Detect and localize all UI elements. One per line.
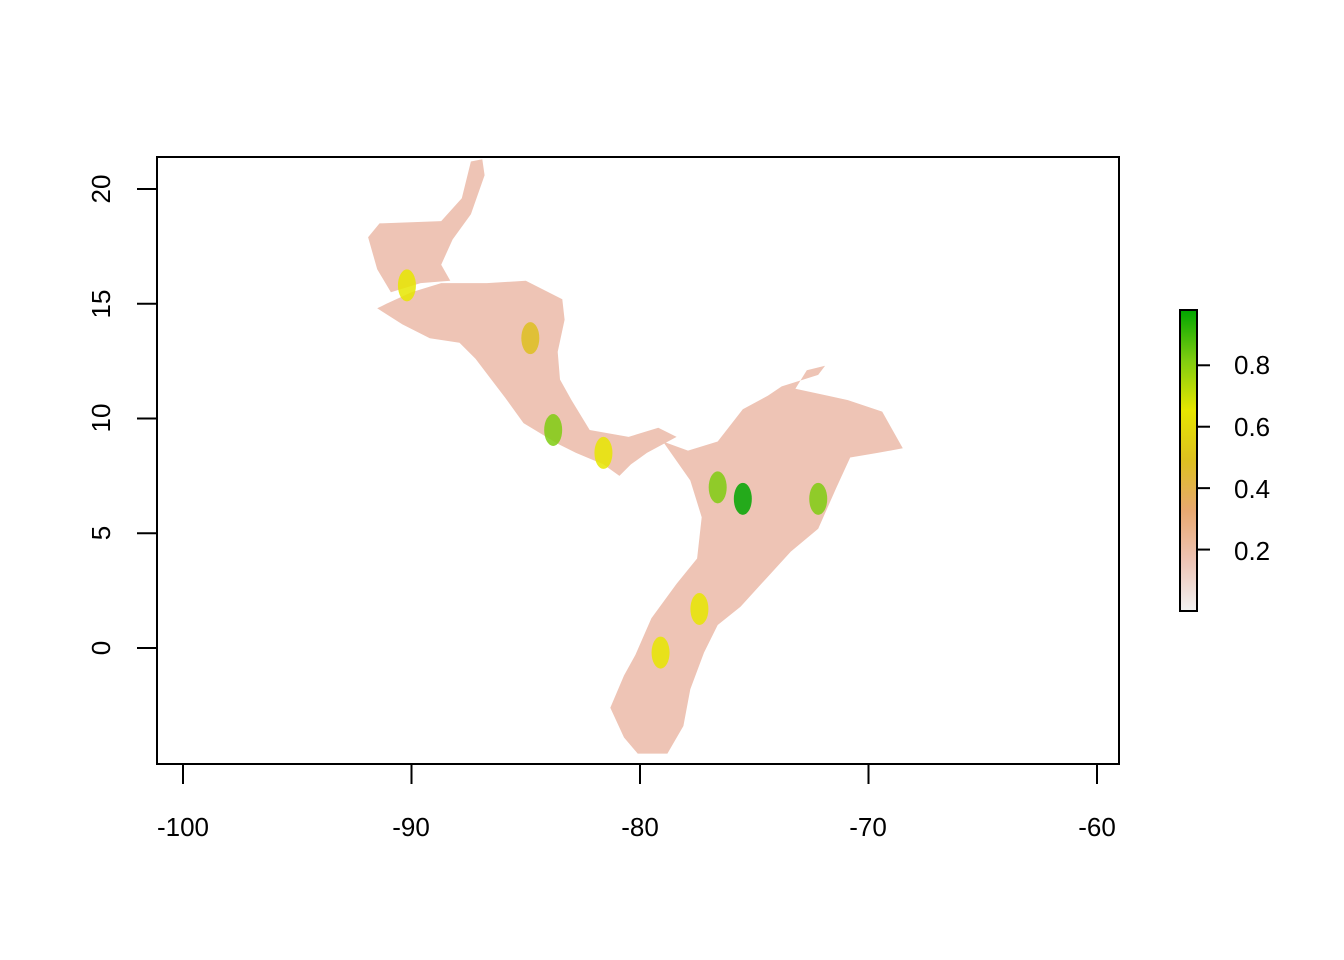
- x-axis: -100 -90 -80 -70 -60: [157, 763, 1116, 842]
- legend-tick-label: 0.8: [1234, 350, 1270, 380]
- legend-tick-label: 0.6: [1234, 412, 1270, 442]
- x-tick-label: -100: [157, 812, 209, 842]
- x-axis-ticks: [182, 764, 1098, 784]
- y-tick-label: 5: [86, 526, 116, 540]
- y-tick-label: 15: [86, 290, 116, 319]
- y-tick-label: 20: [86, 175, 116, 204]
- y-tick-label: 0: [86, 641, 116, 655]
- legend-ticks: [1197, 364, 1210, 551]
- y-axis-ticks: [137, 188, 157, 649]
- x-tick-label: -90: [392, 812, 430, 842]
- legend-color-bar: [1179, 309, 1198, 612]
- legend-tick-label: 0.2: [1234, 536, 1270, 566]
- x-tick-label: -60: [1078, 812, 1116, 842]
- x-tick-label: -70: [849, 812, 887, 842]
- hotspot-colombia-central-cordillera: [733, 482, 752, 515]
- hotspot-colombia-eastern-cordillera: [809, 482, 828, 515]
- y-tick-label: 10: [86, 404, 116, 433]
- hotspot-panama-west: [594, 436, 613, 469]
- hotspot-costa-rica-cordillera: [544, 413, 563, 446]
- hotspot-honduras-highlands: [521, 322, 540, 355]
- y-axis: 0 5 10 15 20: [86, 175, 158, 655]
- hotspot-ecuador-andes: [651, 636, 670, 669]
- raster-map-layer: [368, 159, 903, 754]
- color-legend: 0.2 0.4 0.6 0.8: [1179, 309, 1270, 612]
- x-tick-label: -80: [621, 812, 659, 842]
- hotspot-colombia-south-andes: [690, 592, 709, 625]
- legend-tick-label: 0.4: [1234, 474, 1270, 504]
- region-mexico-yucatan: [368, 159, 485, 293]
- region-colombia-north: [610, 365, 903, 754]
- hotspot-colombia-western-cordillera: [708, 471, 727, 504]
- region-central-america: [377, 280, 677, 476]
- hotspot-guatemala-highlands: [397, 269, 416, 302]
